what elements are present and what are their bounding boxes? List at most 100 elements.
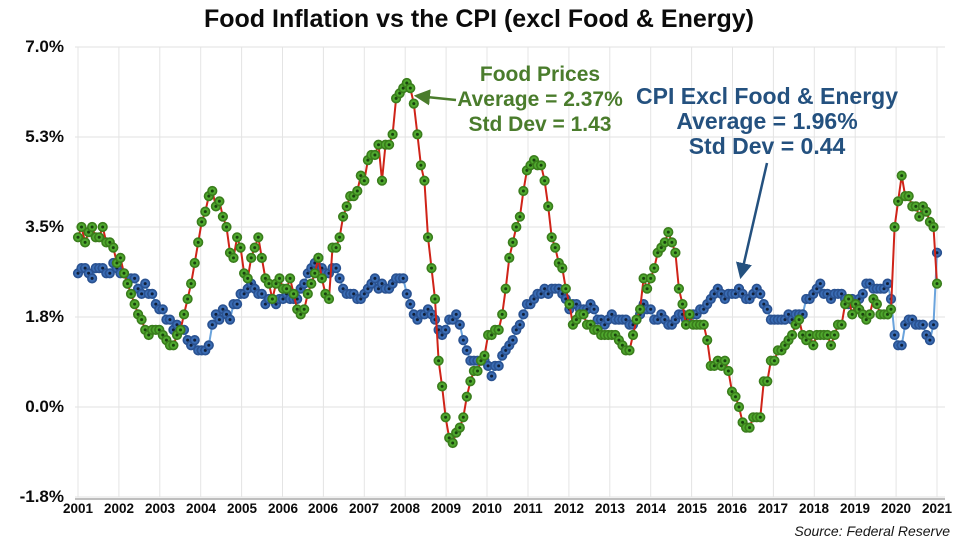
data-point-center: [168, 318, 172, 322]
annotation-line: Std Dev = 1.43: [468, 113, 612, 136]
data-point-center: [924, 333, 928, 337]
data-point-center: [451, 318, 455, 322]
data-point-center: [804, 338, 808, 342]
data-point-center: [935, 282, 939, 286]
data-point-center: [140, 318, 144, 322]
data-point-center: [334, 246, 338, 250]
y-axis-label: 5.3%: [25, 127, 64, 146]
data-point-center: [659, 246, 663, 250]
data-point-center: [854, 302, 858, 306]
data-point-center: [274, 302, 278, 306]
data-point-center: [108, 271, 112, 275]
data-point-center: [242, 271, 246, 275]
x-axis-label: 2020: [880, 501, 912, 516]
data-point-center: [203, 348, 207, 352]
data-point-center: [529, 302, 532, 306]
data-point-center: [490, 333, 494, 337]
data-point-center: [126, 282, 129, 286]
data-point-center: [564, 297, 568, 301]
data-point-center: [723, 297, 727, 301]
data-point-center: [76, 235, 80, 239]
data-point-center: [613, 333, 617, 337]
data-point-center: [850, 312, 854, 316]
data-point-center: [401, 276, 405, 280]
data-point-center: [157, 328, 161, 332]
data-point-center: [818, 282, 822, 286]
data-point-center: [840, 292, 844, 296]
data-point-center: [355, 189, 359, 193]
data-point-center: [394, 96, 398, 100]
data-point-center: [518, 323, 522, 327]
data-point-center: [734, 292, 737, 296]
data-point-center: [175, 333, 179, 337]
data-point-center: [825, 292, 829, 296]
data-point-center: [369, 282, 373, 286]
data-point-center: [366, 158, 370, 162]
data-point-center: [656, 318, 660, 322]
data-point-center: [419, 163, 423, 167]
data-point-center: [118, 256, 122, 260]
data-point-center: [90, 276, 94, 280]
data-point-center: [263, 276, 267, 280]
data-point-center: [903, 323, 907, 327]
data-point-center: [179, 328, 182, 332]
data-point-center: [560, 266, 564, 270]
data-point-center: [900, 343, 904, 347]
data-point-center: [468, 379, 472, 383]
x-axis-label: 2007: [348, 501, 380, 516]
data-point-center: [543, 287, 547, 291]
y-axis-label: 1.8%: [25, 307, 64, 326]
data-point-center: [900, 174, 904, 178]
data-point-center: [596, 328, 600, 332]
data-point-center: [161, 307, 165, 311]
data-point-center: [136, 312, 140, 316]
data-point-center: [564, 287, 568, 291]
data-point-center: [500, 312, 504, 316]
annotation-line: CPI Excl Food & Energy: [636, 83, 898, 109]
data-point-center: [483, 354, 486, 358]
data-point-center: [610, 312, 614, 316]
data-point-center: [115, 261, 119, 265]
data-point-center: [422, 179, 426, 183]
data-point-center: [765, 307, 769, 311]
data-point-center: [635, 318, 638, 322]
data-point-center: [504, 348, 508, 352]
data-point-center: [748, 297, 752, 301]
data-point-center: [437, 328, 441, 332]
data-point-center: [267, 282, 271, 286]
data-point-center: [111, 246, 115, 250]
data-point-center: [408, 302, 412, 306]
data-point-center: [574, 318, 578, 322]
data-point-center: [504, 287, 508, 291]
data-point-center: [829, 343, 833, 347]
x-axis-label: 2013: [594, 501, 626, 516]
data-point-center: [624, 318, 628, 322]
data-point-center: [617, 338, 621, 342]
data-point-center: [235, 302, 239, 306]
data-point-center: [214, 312, 218, 316]
data-point-center: [716, 359, 720, 363]
data-point-center: [440, 384, 444, 388]
data-point-center: [415, 132, 419, 136]
annotation-cpi-core: CPI Excl Food & Energy Average = 1.96% S…: [624, 84, 910, 159]
data-point-center: [875, 302, 879, 306]
data-point-center: [263, 302, 267, 306]
data-point-center: [712, 364, 716, 368]
data-point-center: [864, 318, 868, 322]
data-point-center: [716, 287, 720, 291]
data-point-center: [377, 143, 380, 147]
data-point-center: [274, 282, 278, 286]
data-point-center: [507, 256, 511, 260]
data-point-center: [797, 318, 801, 322]
data-point-center: [320, 276, 324, 280]
data-point-center: [882, 287, 886, 291]
data-point-center: [673, 251, 677, 255]
data-point-center: [726, 369, 730, 373]
data-point-center: [193, 338, 197, 342]
data-point-center: [755, 287, 759, 291]
food-annotation-arrow: [413, 89, 457, 106]
data-point-center: [133, 302, 137, 306]
data-point-center: [723, 359, 727, 363]
data-point-center: [150, 292, 154, 296]
data-point-center: [228, 251, 232, 255]
